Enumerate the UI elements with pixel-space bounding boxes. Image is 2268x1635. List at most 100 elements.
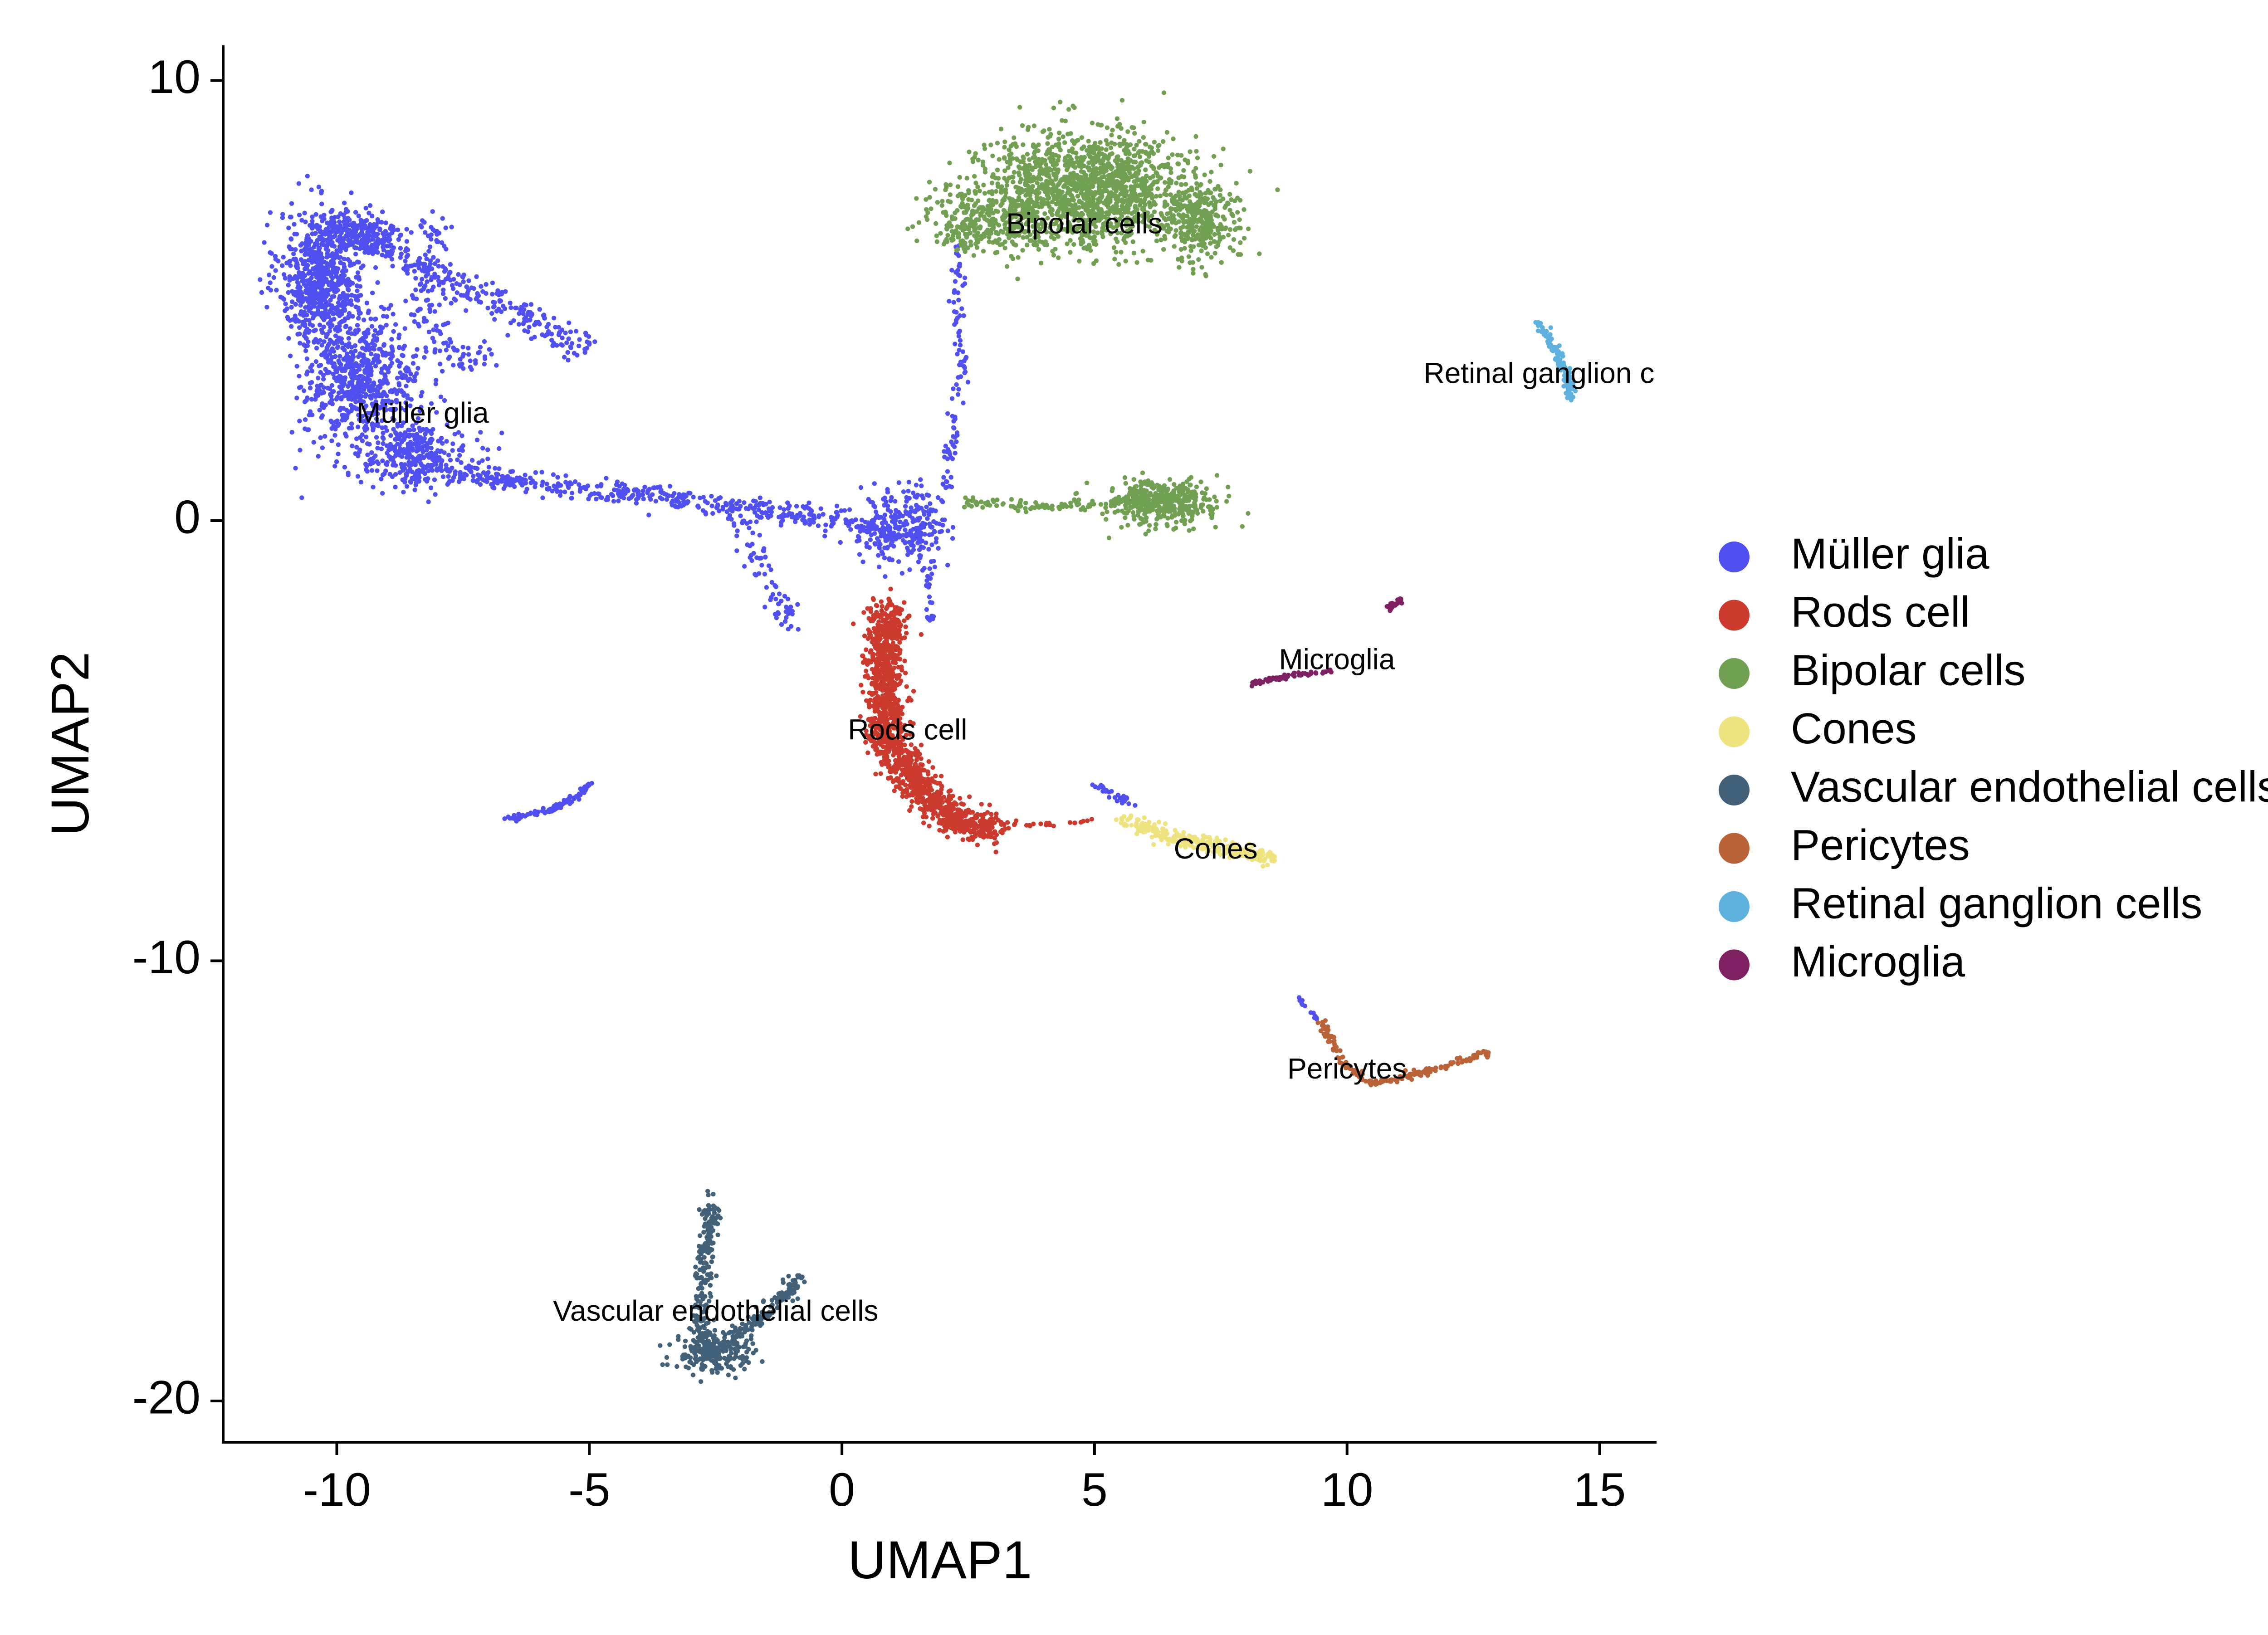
data-point bbox=[404, 384, 409, 389]
data-point bbox=[340, 275, 345, 281]
data-point bbox=[754, 503, 759, 508]
data-point bbox=[310, 272, 315, 277]
data-point bbox=[962, 370, 967, 376]
data-point bbox=[1112, 795, 1118, 800]
data-point bbox=[993, 849, 998, 854]
data-point bbox=[937, 795, 943, 800]
data-point bbox=[1039, 260, 1044, 266]
data-point bbox=[898, 609, 903, 614]
data-point bbox=[366, 308, 371, 313]
data-point bbox=[401, 468, 406, 473]
data-point bbox=[391, 312, 396, 317]
data-point bbox=[405, 271, 410, 276]
data-point bbox=[355, 322, 360, 328]
data-point bbox=[396, 335, 401, 341]
data-point bbox=[946, 815, 952, 820]
data-point bbox=[945, 835, 950, 839]
data-point bbox=[292, 317, 298, 322]
data-point bbox=[457, 282, 462, 287]
data-point bbox=[415, 434, 420, 439]
data-point bbox=[917, 515, 923, 521]
data-point bbox=[403, 408, 408, 413]
data-point bbox=[334, 248, 339, 253]
data-point bbox=[359, 265, 364, 270]
data-point bbox=[336, 282, 342, 287]
data-point bbox=[276, 259, 281, 264]
data-point bbox=[350, 351, 356, 357]
data-point bbox=[884, 606, 889, 611]
data-point bbox=[393, 463, 398, 468]
data-point bbox=[432, 309, 437, 314]
data-point bbox=[412, 488, 417, 493]
data-point bbox=[409, 230, 414, 235]
data-point bbox=[874, 746, 879, 751]
data-point bbox=[557, 330, 562, 335]
data-point bbox=[540, 809, 545, 814]
data-point bbox=[386, 454, 391, 459]
data-point bbox=[1098, 784, 1103, 789]
data-point bbox=[294, 395, 299, 400]
data-point bbox=[944, 807, 950, 812]
data-point bbox=[323, 290, 327, 295]
data-point bbox=[343, 207, 349, 212]
data-point bbox=[492, 317, 497, 322]
data-point bbox=[303, 348, 308, 353]
data-point bbox=[390, 348, 395, 353]
data-point bbox=[592, 339, 597, 344]
data-point bbox=[951, 386, 956, 391]
data-point bbox=[528, 475, 533, 480]
data-point bbox=[738, 503, 743, 509]
data-point bbox=[553, 325, 558, 330]
data-point bbox=[489, 351, 494, 357]
data-point bbox=[977, 823, 982, 829]
data-point bbox=[763, 605, 767, 610]
data-point bbox=[447, 337, 452, 342]
data-point bbox=[451, 345, 456, 350]
data-point bbox=[444, 463, 449, 468]
data-point bbox=[416, 258, 421, 263]
data-point bbox=[919, 544, 924, 549]
data-point bbox=[389, 361, 395, 366]
data-point bbox=[660, 497, 665, 502]
data-point bbox=[517, 311, 522, 316]
data-point bbox=[457, 453, 462, 458]
data-point bbox=[345, 390, 350, 395]
data-point bbox=[316, 297, 321, 302]
data-point bbox=[286, 290, 291, 295]
data-point bbox=[894, 524, 899, 530]
data-point bbox=[338, 249, 343, 254]
data-point bbox=[476, 351, 481, 356]
data-point bbox=[955, 392, 961, 397]
data-point bbox=[362, 223, 367, 229]
data-point bbox=[605, 497, 611, 502]
data-point bbox=[886, 702, 891, 707]
data-point bbox=[888, 649, 893, 654]
data-point bbox=[344, 293, 349, 298]
data-point bbox=[865, 636, 871, 641]
data-point bbox=[429, 275, 434, 280]
data-point bbox=[433, 381, 438, 386]
data-point bbox=[851, 621, 856, 626]
data-point bbox=[864, 541, 869, 546]
data-point bbox=[374, 336, 379, 341]
data-point bbox=[878, 627, 883, 632]
data-point bbox=[497, 446, 502, 451]
data-point bbox=[449, 225, 454, 229]
data-point bbox=[735, 528, 740, 533]
data-point bbox=[319, 327, 324, 332]
data-point bbox=[409, 397, 414, 402]
data-point bbox=[412, 262, 417, 268]
data-point bbox=[929, 571, 934, 576]
data-point bbox=[653, 498, 659, 504]
data-point bbox=[1044, 823, 1049, 828]
data-point bbox=[420, 218, 425, 223]
data-point bbox=[343, 324, 348, 329]
data-point bbox=[492, 300, 497, 305]
data-point bbox=[932, 528, 937, 534]
data-point bbox=[301, 342, 306, 347]
data-point bbox=[417, 282, 423, 287]
data-point bbox=[330, 323, 335, 328]
data-point bbox=[354, 283, 360, 288]
data-point bbox=[327, 328, 332, 334]
data-point bbox=[262, 240, 267, 245]
